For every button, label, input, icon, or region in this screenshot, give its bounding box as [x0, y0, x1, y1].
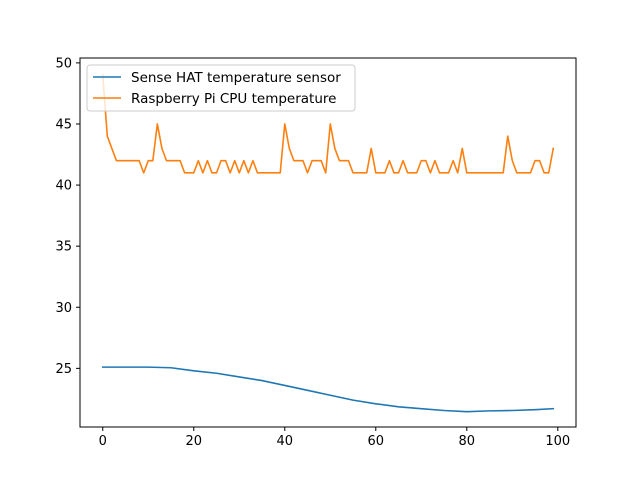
- y-tick-label: 35: [55, 240, 72, 255]
- y-tick-label: 45: [55, 117, 72, 132]
- y-tick-label: 50: [55, 56, 72, 71]
- legend-box: [86, 64, 356, 112]
- plot-frame: [79, 57, 577, 428]
- x-tick-label: 40: [276, 434, 293, 449]
- plot-background: [80, 58, 576, 427]
- series-line-1: [101, 366, 555, 413]
- y-tick-label: 30: [55, 301, 72, 316]
- x-tick-label: 100: [545, 434, 570, 449]
- legend-label-2: Raspberry Pi CPU temperature: [131, 91, 336, 107]
- legend-label-1: Sense HAT temperature sensor: [131, 70, 341, 86]
- y-tick-label: 25: [55, 362, 72, 377]
- legend: Sense HAT temperature sensor Raspberry Pi…: [86, 64, 356, 112]
- x-tick-label: 0: [99, 434, 107, 449]
- y-axis: 25 30 35 40 45 50: [55, 56, 80, 377]
- x-tick-label: 60: [368, 434, 385, 449]
- x-tick-label: 80: [459, 434, 476, 449]
- series-layer: [101, 74, 555, 413]
- x-axis: 0 20 40 60 80 100: [99, 427, 570, 449]
- series-line-2: [101, 74, 555, 174]
- x-tick-label: 20: [185, 434, 202, 449]
- y-tick-label: 40: [55, 179, 72, 194]
